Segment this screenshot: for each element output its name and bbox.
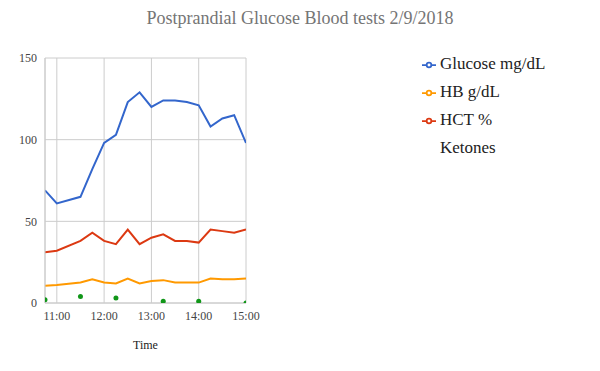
svg-text:Time: Time bbox=[133, 338, 158, 352]
svg-text:50: 50 bbox=[25, 215, 37, 229]
svg-text:100: 100 bbox=[19, 133, 37, 147]
svg-text:15:00: 15:00 bbox=[232, 309, 259, 323]
html-text:HB g/dL: HB g/dL bbox=[440, 82, 500, 101]
svg-text:14:00: 14:00 bbox=[185, 309, 212, 323]
svg-text:150: 150 bbox=[19, 51, 37, 65]
svg-text:0: 0 bbox=[31, 296, 37, 310]
html-text:Glucose mg/dL: Glucose mg/dL bbox=[440, 54, 546, 73]
html-text:Postprandial Glucose Blood tes: Postprandial Glucose Blood tests 2/9/201… bbox=[146, 8, 454, 28]
html-text:HCT %: HCT % bbox=[440, 110, 493, 129]
svg-text:11:00: 11:00 bbox=[43, 309, 70, 323]
html-text:Ketones: Ketones bbox=[440, 138, 496, 157]
svg-text:12:00: 12:00 bbox=[90, 309, 117, 323]
svg-text:13:00: 13:00 bbox=[138, 309, 165, 323]
